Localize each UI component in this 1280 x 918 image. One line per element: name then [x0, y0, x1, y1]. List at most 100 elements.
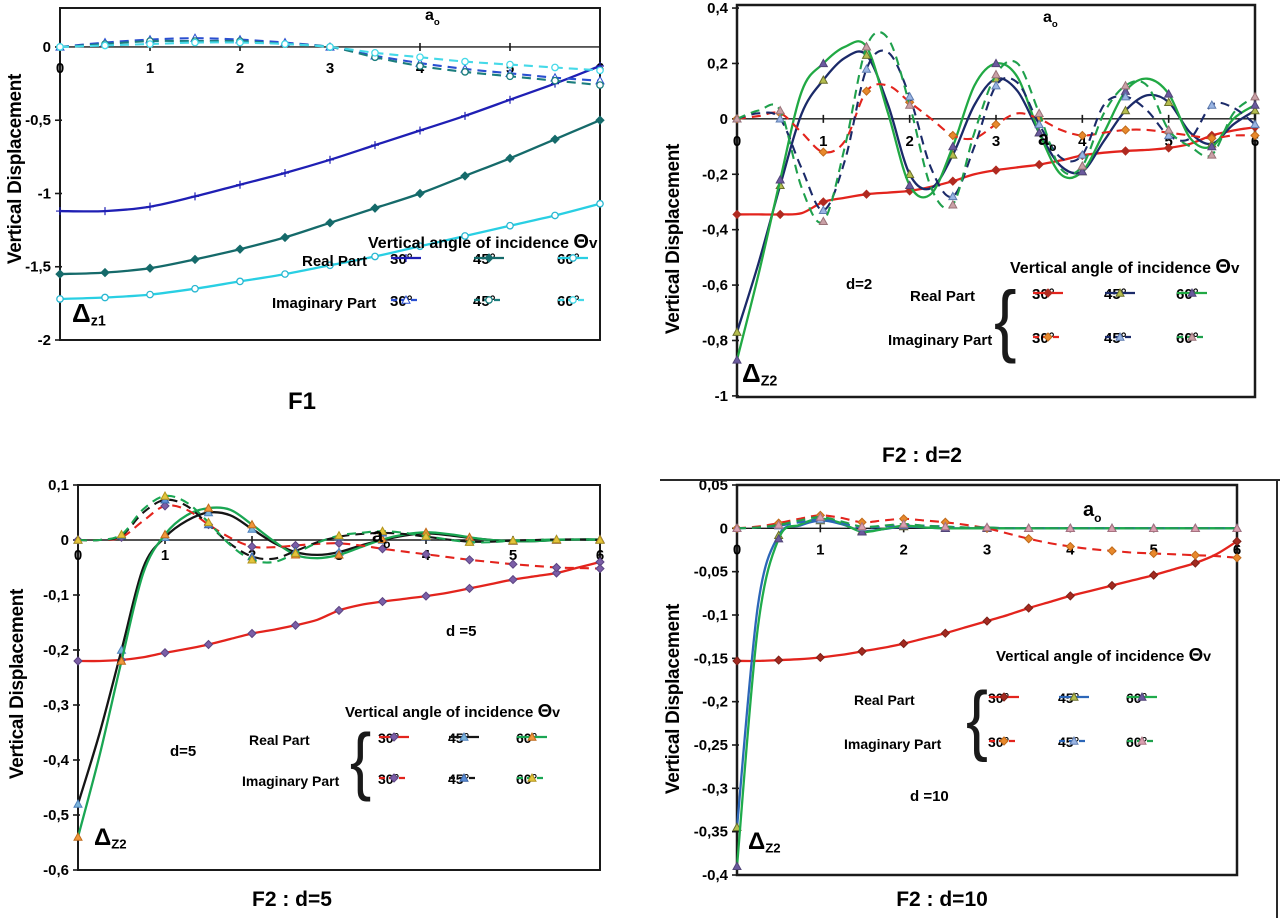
marker-triangle [818, 75, 829, 84]
legend-entry-real-30: 30° [378, 730, 409, 746]
y-tick-label: -0,05 [694, 564, 728, 581]
legend-imag-label: Imaginary Part [242, 773, 340, 789]
marker-circle [461, 57, 469, 66]
legend-swatch [1059, 735, 1089, 745]
marker-circle [326, 43, 334, 51]
x-tick-label: 3 [326, 60, 334, 77]
marker-triangle [818, 216, 829, 226]
marker-diamond [145, 263, 155, 273]
marker-plus [101, 207, 109, 216]
marker-plus [402, 254, 410, 262]
marker-triangle [732, 523, 742, 533]
marker-triangle [861, 50, 872, 59]
legend-imag-label: Imaginary Part [272, 295, 377, 312]
marker-triangle [904, 99, 915, 109]
x-tick-label: 0 [74, 547, 82, 564]
marker-diamond [818, 197, 829, 207]
x-axis-label: ao [1038, 128, 1057, 154]
legend-swatch [1059, 691, 1089, 701]
marker-triangle [857, 521, 867, 531]
marker-diamond [370, 203, 380, 213]
legend-entry-imag-45: 45° [448, 771, 479, 787]
marker-diamond [948, 130, 958, 141]
y-tick-label: 0 [43, 39, 51, 56]
x-tick-label: 6 [1233, 541, 1241, 558]
markers-real-30 [73, 557, 605, 666]
legend-real-label: Real Part [249, 732, 310, 748]
marker-diamond [1232, 536, 1242, 547]
legend-swatch [1033, 332, 1063, 342]
marker-triangle [773, 533, 784, 543]
annotation-d2: d=2 [846, 276, 873, 293]
marker-diamond [773, 655, 784, 665]
y-tick-label: -0,15 [694, 650, 728, 667]
x-tick-label: 2 [905, 133, 913, 150]
marker-circle [236, 38, 244, 47]
marker-triangle [1206, 149, 1217, 159]
marker-triangle [334, 530, 344, 540]
marker-plus [416, 126, 424, 135]
marker-diamond [595, 115, 605, 125]
marker-triangle [904, 169, 915, 178]
marker-triangle [1023, 523, 1034, 533]
marker-diamond [334, 605, 344, 616]
legend-title: Vertical angle of incidence Θv [996, 644, 1212, 665]
marker-triangle [1163, 88, 1174, 98]
marker-diamond [857, 646, 867, 657]
legend-imag-label: Imaginary Part [844, 736, 942, 752]
y-tick-label: -0,4 [702, 222, 729, 239]
marker-circle [551, 63, 559, 72]
y-tick-label: -0,8 [702, 332, 728, 349]
y-tick-label: 0 [720, 111, 728, 128]
marker-diamond [460, 171, 470, 181]
marker-diamond [1148, 548, 1159, 559]
marker-diamond [73, 656, 83, 666]
marker-triangle [1137, 735, 1147, 745]
marker-circle [596, 199, 604, 208]
marker-diamond [1148, 570, 1159, 580]
plot-frame [77, 484, 601, 871]
marker-triangle [1077, 160, 1088, 170]
marker-triangle [1232, 523, 1242, 533]
legend-swatch [379, 732, 409, 742]
y-tick-label: -0,25 [694, 737, 728, 754]
legend-swatch [391, 294, 421, 304]
x-tick-label: 0 [733, 541, 741, 558]
legend-entry-imag-45: 45° [1104, 330, 1135, 347]
marker-triangle [991, 58, 1001, 68]
marker-diamond [290, 540, 301, 551]
legend-real-label: Real Part [302, 253, 368, 270]
marker-triangle [459, 772, 469, 782]
marker-triangle [247, 519, 257, 529]
marker-triangle [982, 522, 992, 532]
legend-entry-angle: 30° [390, 251, 413, 268]
marker-triangle [947, 199, 958, 209]
legend-swatch [1033, 288, 1063, 298]
marker-triangle [1077, 166, 1088, 176]
marker-diamond [991, 119, 1001, 130]
marker-diamond [484, 253, 494, 263]
x-tick-label: 4 [1078, 133, 1087, 150]
marker-triangle [818, 58, 829, 68]
markers-real-45 [732, 515, 1242, 832]
marker-triangle [203, 517, 214, 527]
marker-diamond [948, 176, 958, 186]
legend-entry-real-60: 60° [1176, 286, 1207, 303]
marker-circle [191, 284, 199, 293]
y-tick-label: -0,4 [43, 752, 70, 769]
marker-diamond [1190, 558, 1201, 568]
markers-imag-60 [732, 512, 1242, 533]
y-tick-label: -0,1 [43, 587, 69, 604]
y-tick-label: 0,1 [48, 477, 69, 494]
x-tick-label: 1 [161, 547, 169, 564]
chart-title-f2-d5: F2 : d=5 [252, 888, 332, 911]
marker-plus [281, 168, 289, 177]
marker-diamond [1023, 534, 1034, 544]
legend-entry-imag-30: 30° [378, 771, 409, 787]
marker-circle [281, 40, 289, 48]
displacement-symbol: ΔZ2 [94, 824, 127, 852]
annotation-d5: d =5 [446, 623, 477, 640]
y-tick-label: -1 [715, 388, 728, 405]
marker-diamond [505, 153, 515, 164]
